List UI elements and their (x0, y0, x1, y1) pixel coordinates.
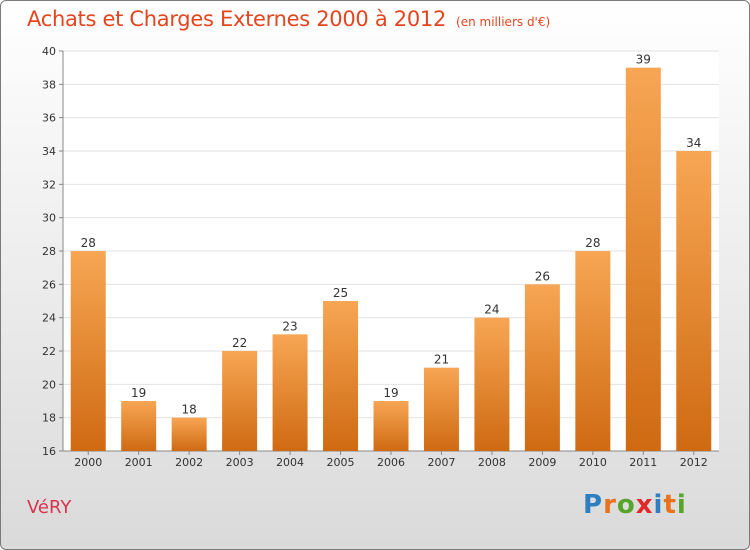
bar-value-label: 22 (232, 336, 247, 350)
bar-value-label: 18 (182, 403, 197, 417)
bar-value-label: 21 (434, 353, 449, 367)
y-tick-label: 26 (42, 278, 56, 291)
logo-letter: r (603, 490, 617, 520)
bar (676, 151, 712, 451)
chart-unit-text: (en milliers d'€) (456, 15, 551, 29)
bar (575, 251, 611, 451)
bar-value-label: 19 (383, 386, 398, 400)
y-tick-label: 28 (42, 245, 56, 258)
bar-value-label: 39 (636, 53, 651, 67)
logo-letter: i (676, 490, 687, 520)
y-tick-label: 30 (42, 212, 56, 225)
y-tick-label: 32 (42, 178, 56, 191)
bar (474, 317, 510, 451)
bar-value-label: 24 (484, 303, 499, 317)
bar-value-label: 28 (585, 236, 600, 250)
x-tick-label: 2008 (478, 456, 506, 469)
bar (121, 401, 157, 451)
y-tick-label: 34 (42, 145, 56, 158)
x-tick-label: 2004 (276, 456, 304, 469)
logo-letter: i (653, 490, 664, 520)
bar (222, 351, 258, 451)
bar (70, 251, 106, 451)
commune-name: VéRY (27, 497, 72, 518)
x-tick-label: 2011 (629, 456, 657, 469)
x-tick-label: 2010 (579, 456, 607, 469)
bar (323, 301, 359, 451)
x-tick-label: 2009 (528, 456, 556, 469)
bar (524, 284, 560, 451)
logo-letter: t (663, 490, 677, 520)
bar-value-label: 23 (282, 319, 297, 333)
proxiti-logo[interactable]: Proxiti (583, 490, 687, 520)
bar-value-label: 28 (81, 236, 96, 250)
x-tick-label: 2000 (74, 456, 102, 469)
y-tick-label: 22 (42, 345, 56, 358)
bar-value-label: 25 (333, 286, 348, 300)
logo-letter: x (635, 490, 654, 520)
x-tick-label: 2003 (226, 456, 254, 469)
x-tick-label: 2012 (680, 456, 708, 469)
y-tick-label: 40 (42, 45, 56, 58)
x-tick-label: 2005 (327, 456, 355, 469)
y-tick-label: 20 (42, 378, 56, 391)
y-tick-label: 36 (42, 112, 56, 125)
y-tick-label: 18 (42, 412, 56, 425)
bar-value-label: 26 (535, 269, 550, 283)
logo-letter: o (616, 490, 636, 520)
x-tick-label: 2002 (175, 456, 203, 469)
logo-letter: P (583, 490, 604, 520)
bar-value-label: 34 (686, 136, 701, 150)
bar (272, 334, 308, 451)
y-tick-label: 38 (42, 78, 56, 91)
y-tick-label: 16 (42, 445, 56, 458)
y-tick-label: 24 (42, 312, 56, 325)
bar (423, 367, 459, 451)
bar (625, 67, 661, 452)
x-tick-label: 2001 (125, 456, 153, 469)
chart-title: Achats et Charges Externes 2000 à 2012 (e… (27, 7, 550, 31)
bar (171, 417, 207, 451)
x-tick-label: 2006 (377, 456, 405, 469)
bar-value-label: 19 (131, 386, 146, 400)
x-tick-label: 2007 (427, 456, 455, 469)
bar (373, 401, 409, 451)
chart-title-text: Achats et Charges Externes 2000 à 2012 (27, 7, 447, 31)
